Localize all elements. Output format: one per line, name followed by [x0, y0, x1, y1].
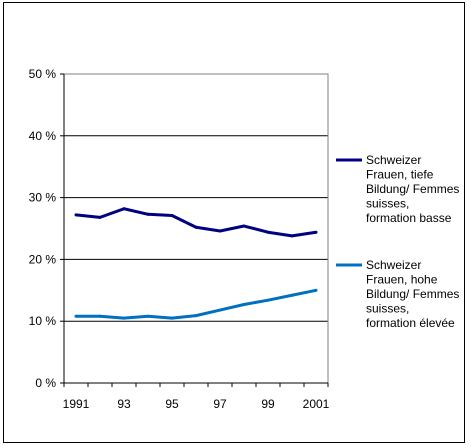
data-point — [314, 230, 318, 234]
x-tick-label: 97 — [213, 397, 227, 411]
data-point — [242, 224, 246, 228]
data-point — [290, 234, 294, 238]
series-line-1 — [75, 207, 317, 238]
data-point — [74, 213, 78, 217]
data-point — [266, 230, 270, 234]
data-point — [194, 314, 198, 318]
y-tick-label: 40 % — [29, 129, 57, 143]
data-point — [122, 316, 126, 320]
legend-label-line: Schweizer — [366, 258, 421, 272]
legend-label-line: Bildung/ Femmes — [366, 287, 459, 301]
y-tick-label: 50 % — [29, 67, 57, 81]
chart-frame — [3, 2, 465, 443]
x-tick-label: 1991 — [63, 397, 90, 411]
y-tick-label: 30 % — [29, 191, 57, 205]
y-tick-label: 0 % — [35, 376, 56, 390]
data-point — [194, 225, 198, 229]
y-tick-label: 20 % — [29, 252, 57, 266]
data-point — [314, 288, 318, 292]
data-point — [218, 229, 222, 233]
data-point — [242, 303, 246, 307]
legend-label-line: suisses, — [366, 197, 409, 211]
legend-label-line: Frauen, hohe — [366, 273, 438, 287]
legend-label-line: Schweizer — [366, 153, 421, 167]
legend-label-line: Frauen, tiefe — [366, 168, 434, 182]
data-point — [146, 314, 150, 318]
legend-label-line: formation basse — [366, 211, 452, 225]
legend-label-line: suisses, — [366, 302, 409, 316]
data-point — [146, 212, 150, 216]
data-point — [122, 207, 126, 211]
data-point — [218, 308, 222, 312]
data-point — [170, 214, 174, 218]
legend-label-line: Bildung/ Femmes — [366, 182, 459, 196]
y-tick-label: 10 % — [29, 314, 57, 328]
data-point — [266, 298, 270, 302]
data-point — [98, 215, 102, 219]
data-point — [74, 314, 78, 318]
data-point — [98, 314, 102, 318]
legend-label-line: formation élevée — [366, 316, 455, 330]
data-point — [290, 293, 294, 297]
data-point — [170, 316, 174, 320]
x-tick-label: 2001 — [303, 397, 330, 411]
x-tick-label: 99 — [261, 397, 275, 411]
x-tick-label: 93 — [117, 397, 131, 411]
series-line-2 — [76, 288, 317, 320]
x-tick-label: 95 — [165, 397, 179, 411]
